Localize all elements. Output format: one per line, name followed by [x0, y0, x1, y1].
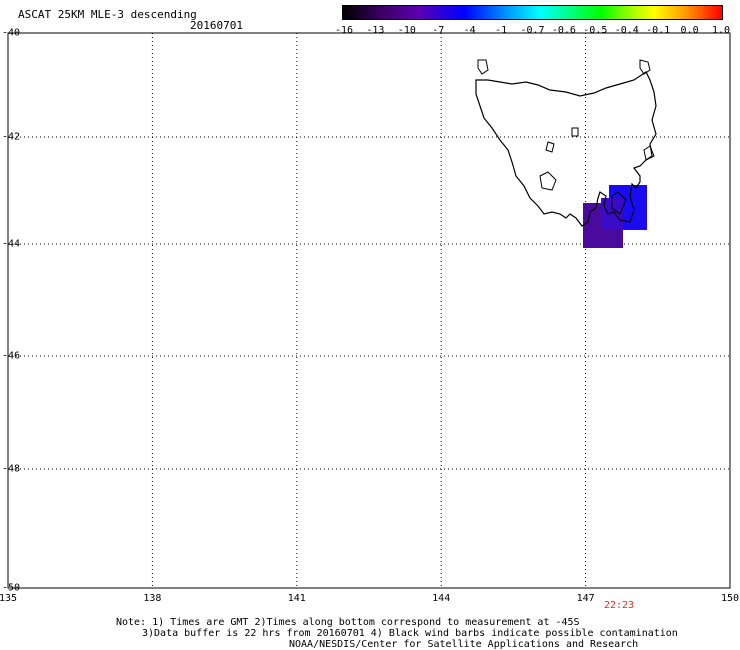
latitude-label: -48 — [2, 463, 21, 475]
pass-time-label: 22:23 — [603, 600, 635, 611]
note-line-2: 3)Data buffer is 22 hrs from 20160701 4)… — [142, 628, 678, 639]
colorbar-label: -0.5 — [583, 25, 608, 36]
grid-lines — [8, 33, 730, 588]
longitude-label: 147 — [576, 593, 595, 604]
colorbar-label: 0.0 — [680, 25, 699, 36]
latitude-label: -50 — [2, 582, 21, 594]
colorbar-label: -10 — [397, 25, 416, 36]
latitude-label: -44 — [2, 238, 21, 250]
longitude-label: 144 — [432, 593, 451, 604]
inland-lake-1 — [539, 171, 557, 191]
colorbar-label: -13 — [366, 25, 385, 36]
colorbar-label: -1 — [495, 25, 508, 36]
longitude-label: 141 — [287, 593, 306, 604]
king-island-coast — [477, 59, 489, 75]
colorbar-label: -16 — [334, 25, 354, 36]
colorbar — [342, 5, 723, 20]
longitude-label: 135 — [0, 593, 18, 604]
note-line-1: Note: 1) Times are GMT 2)Times along bot… — [116, 617, 580, 628]
inland-lake-3 — [545, 141, 555, 153]
colorbar-label: -0.6 — [551, 25, 576, 36]
data-cell-overlap — [601, 198, 623, 230]
map-date: 20160701 — [190, 19, 243, 32]
flinders-island-coast — [639, 59, 651, 75]
maria-island-coast — [643, 145, 655, 161]
longitude-label: 150 — [720, 593, 740, 604]
bruny-island-coast — [611, 191, 627, 215]
inland-lake-2 — [571, 127, 579, 137]
colorbar-label: -4 — [463, 25, 476, 36]
tasmania-coastline — [475, 71, 657, 227]
colorbar-label: -0.1 — [646, 25, 671, 36]
latitude-label: -42 — [2, 131, 21, 143]
colorbar-label: -0.7 — [520, 25, 545, 36]
colorbar-label: 1.0 — [711, 25, 731, 36]
colorbar-label: -7 — [432, 25, 445, 36]
note-line-3: NOAA/NESDIS/Center for Satellite Applica… — [289, 639, 639, 650]
longitude-label: 138 — [143, 593, 162, 604]
map-frame — [7, 32, 731, 589]
latitude-label: -40 — [2, 27, 21, 39]
map-title: ASCAT 25KM MLE-3 descending — [18, 8, 197, 21]
latitude-label: -46 — [2, 350, 21, 362]
colorbar-label: -0.4 — [614, 25, 639, 36]
